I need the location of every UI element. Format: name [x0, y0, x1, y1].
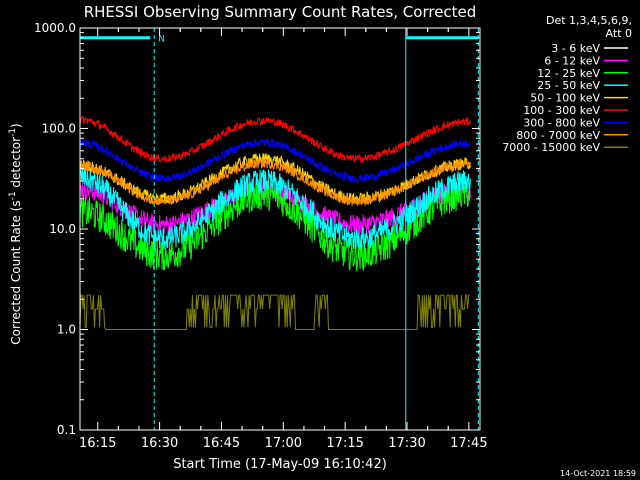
footer-timestamp: 14-Oct-2021 18:59 [560, 469, 636, 478]
legend-label-300-800-kev: 300 - 800 keV [523, 116, 600, 129]
legend-label-6-12-kev: 6 - 12 keV [544, 54, 600, 67]
y-tick-label: 1000.0 [34, 21, 76, 35]
x-tick-label: 17:45 [450, 436, 487, 451]
legend-label-25-50-kev: 25 - 50 keV [537, 79, 600, 92]
chart-title: RHESSI Observing Summary Count Rates, Co… [84, 3, 477, 21]
legend-header: Att 0 [606, 27, 632, 40]
legend-label-100-300-kev: 100 - 300 keV [523, 104, 600, 117]
legend-label-800-7000-kev: 800 - 7000 keV [516, 129, 600, 142]
x-tick-label: 17:15 [326, 436, 363, 451]
y-axis-label: Corrected Count Rate (s-1 detector-1) [8, 123, 23, 344]
y-axis-label-main: Corrected Count Rate (s [9, 200, 23, 344]
y-axis-label-exp2: -1 [8, 128, 18, 137]
x-tick-label: 17:30 [388, 436, 425, 451]
y-tick-label: 10.0 [49, 222, 76, 236]
axes: 0.1 1.0 10.0 100.0 1000.0 16:15 16:30 16:45 17:0… [34, 21, 488, 451]
legend-header: Det 1,3,4,5,6,9, [546, 14, 632, 27]
x-tick-label: 16:15 [79, 436, 116, 451]
legend-label-7000-15000-kev: 7000 - 15000 keV [502, 141, 600, 154]
legend-label-12-25-kev: 12 - 25 keV [537, 67, 600, 80]
y-tick-label: 0.1 [57, 423, 76, 437]
series-7000-15000-kev [79, 294, 470, 330]
x-tick-label: 16:45 [203, 436, 240, 451]
x-tick-label: 16:30 [141, 436, 178, 451]
legend-label-3-6-kev: 3 - 6 keV [551, 42, 600, 55]
y-axis-label-mid: detector [9, 137, 23, 192]
x-tick-label: 17:00 [265, 436, 302, 451]
x-axis-label: Start Time (17-May-09 16:10:42) [173, 457, 387, 472]
legend-label-50-100-kev: 50 - 100 keV [530, 92, 600, 105]
y-axis-label-exp1: -1 [8, 191, 18, 200]
y-tick-label: 1.0 [57, 323, 76, 337]
y-tick-label: 100.0 [42, 122, 76, 136]
y-axis-label-end: ) [9, 123, 23, 128]
saa-label: N [158, 35, 165, 45]
